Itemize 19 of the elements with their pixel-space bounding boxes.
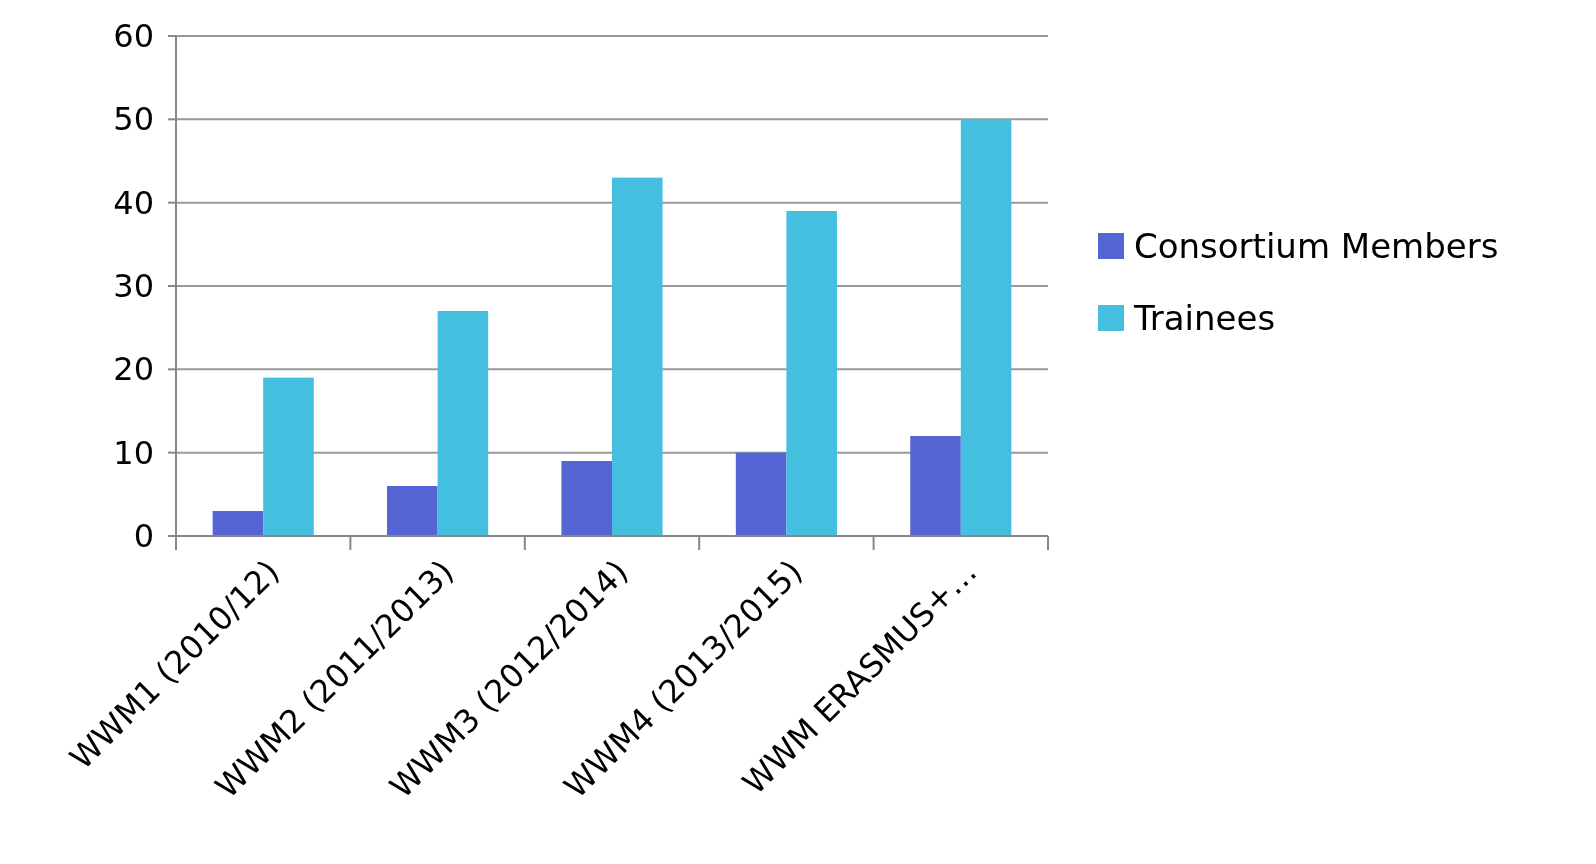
y-tick-label: 30 [113,267,154,305]
y-tick-label: 40 [113,183,154,222]
legend-label: Consortium Members [1134,226,1499,266]
bar [910,436,961,536]
y-tick-label: 10 [113,433,154,472]
bar [612,177,663,536]
y-tick-label: 20 [113,350,154,389]
bar [437,311,489,536]
legend-label: Trainees [1133,298,1276,338]
bar [263,377,314,536]
bar [561,461,612,536]
bar [212,511,264,536]
bar [735,452,787,536]
y-tick-label: 0 [133,517,154,555]
bar [786,211,837,536]
bar [387,486,438,536]
bar [960,119,1012,536]
y-tick-label: 60 [113,17,154,55]
y-tick-label: 50 [113,100,154,139]
